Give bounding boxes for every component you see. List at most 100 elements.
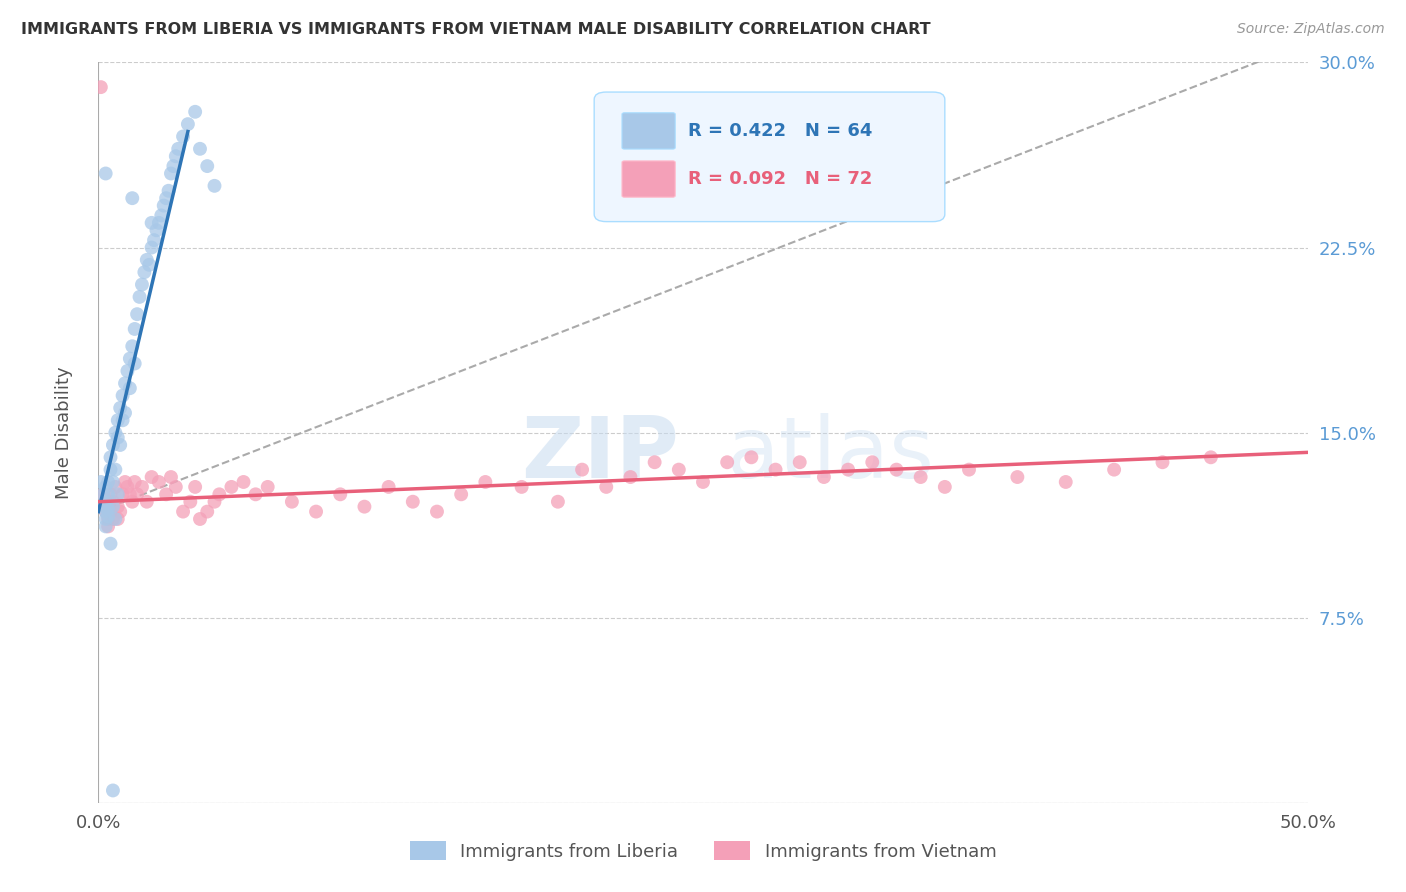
Point [245, 487, 267, 501]
Legend: Immigrants from Liberia, Immigrants from Vietnam: Immigrants from Liberia, Immigrants from… [402, 834, 1004, 868]
Point [100, 450, 122, 465]
Point [221, 480, 243, 494]
Point [111, 413, 134, 427]
Point [668, 462, 690, 476]
Point [860, 455, 883, 469]
Point [474, 475, 496, 489]
Point [141, 240, 163, 255]
FancyBboxPatch shape [621, 161, 675, 197]
Point [837, 462, 859, 476]
Point [100, 462, 122, 476]
Point [108, 505, 131, 519]
Point [91, 487, 114, 501]
Point [124, 475, 146, 489]
Point [204, 178, 226, 193]
Point [97, 475, 120, 489]
Point [94, 505, 117, 519]
Point [108, 401, 131, 415]
Point [143, 233, 166, 247]
Point [118, 487, 141, 501]
Text: Source: ZipAtlas.com: Source: ZipAtlas.com [1237, 22, 1385, 37]
Point [595, 480, 617, 494]
Point [547, 494, 569, 508]
Point [100, 536, 122, 550]
Point [91, 500, 114, 514]
Point [118, 381, 141, 395]
Point [104, 512, 127, 526]
Point [101, 783, 124, 797]
Point [121, 494, 143, 508]
Point [765, 462, 787, 476]
Point [256, 480, 278, 494]
Point [114, 376, 136, 391]
Point [104, 462, 127, 476]
Point [281, 494, 304, 508]
Point [232, 475, 254, 489]
Point [692, 475, 714, 489]
Point [195, 505, 218, 519]
Point [90, 475, 112, 489]
Point [134, 265, 156, 279]
Point [619, 470, 641, 484]
Point [1102, 462, 1125, 476]
Point [160, 166, 183, 180]
Text: R = 0.092   N = 72: R = 0.092 N = 72 [689, 170, 873, 188]
Point [305, 505, 328, 519]
Point [104, 480, 127, 494]
Point [179, 494, 201, 508]
Point [91, 487, 114, 501]
Point [124, 322, 146, 336]
Point [141, 470, 163, 484]
Text: IMMIGRANTS FROM LIBERIA VS IMMIGRANTS FROM VIETNAM MALE DISABILITY CORRELATION C: IMMIGRANTS FROM LIBERIA VS IMMIGRANTS FR… [21, 22, 931, 37]
Point [114, 475, 136, 489]
Point [107, 487, 129, 501]
Point [90, 80, 112, 95]
Point [172, 505, 194, 519]
Point [107, 431, 129, 445]
Point [107, 500, 129, 514]
Point [135, 252, 157, 267]
Point [1007, 470, 1029, 484]
Point [155, 487, 177, 501]
Point [101, 438, 124, 452]
Point [184, 480, 207, 494]
Point [188, 512, 211, 526]
Point [571, 462, 593, 476]
Point [886, 462, 908, 476]
Point [118, 351, 141, 366]
Point [117, 480, 139, 494]
Point [135, 494, 157, 508]
FancyBboxPatch shape [621, 112, 675, 149]
Point [138, 258, 160, 272]
Point [94, 519, 117, 533]
Point [97, 509, 120, 524]
Point [644, 455, 666, 469]
Point [101, 512, 124, 526]
Point [128, 290, 150, 304]
Point [121, 191, 143, 205]
Point [813, 470, 835, 484]
Point [94, 494, 117, 508]
Point [155, 191, 177, 205]
Point [97, 512, 120, 526]
Point [107, 512, 129, 526]
Point [162, 159, 184, 173]
Point [165, 480, 187, 494]
Point [101, 494, 124, 508]
Point [188, 142, 211, 156]
Point [145, 223, 167, 237]
Point [195, 159, 218, 173]
Point [148, 475, 170, 489]
Point [934, 480, 956, 494]
Point [108, 438, 131, 452]
Point [165, 149, 187, 163]
Point [124, 357, 146, 371]
Point [957, 462, 980, 476]
Point [104, 425, 127, 440]
Point [426, 505, 449, 519]
Point [789, 455, 811, 469]
Point [1054, 475, 1077, 489]
Point [94, 480, 117, 494]
Point [172, 129, 194, 144]
Text: ZIP: ZIP [522, 413, 679, 496]
